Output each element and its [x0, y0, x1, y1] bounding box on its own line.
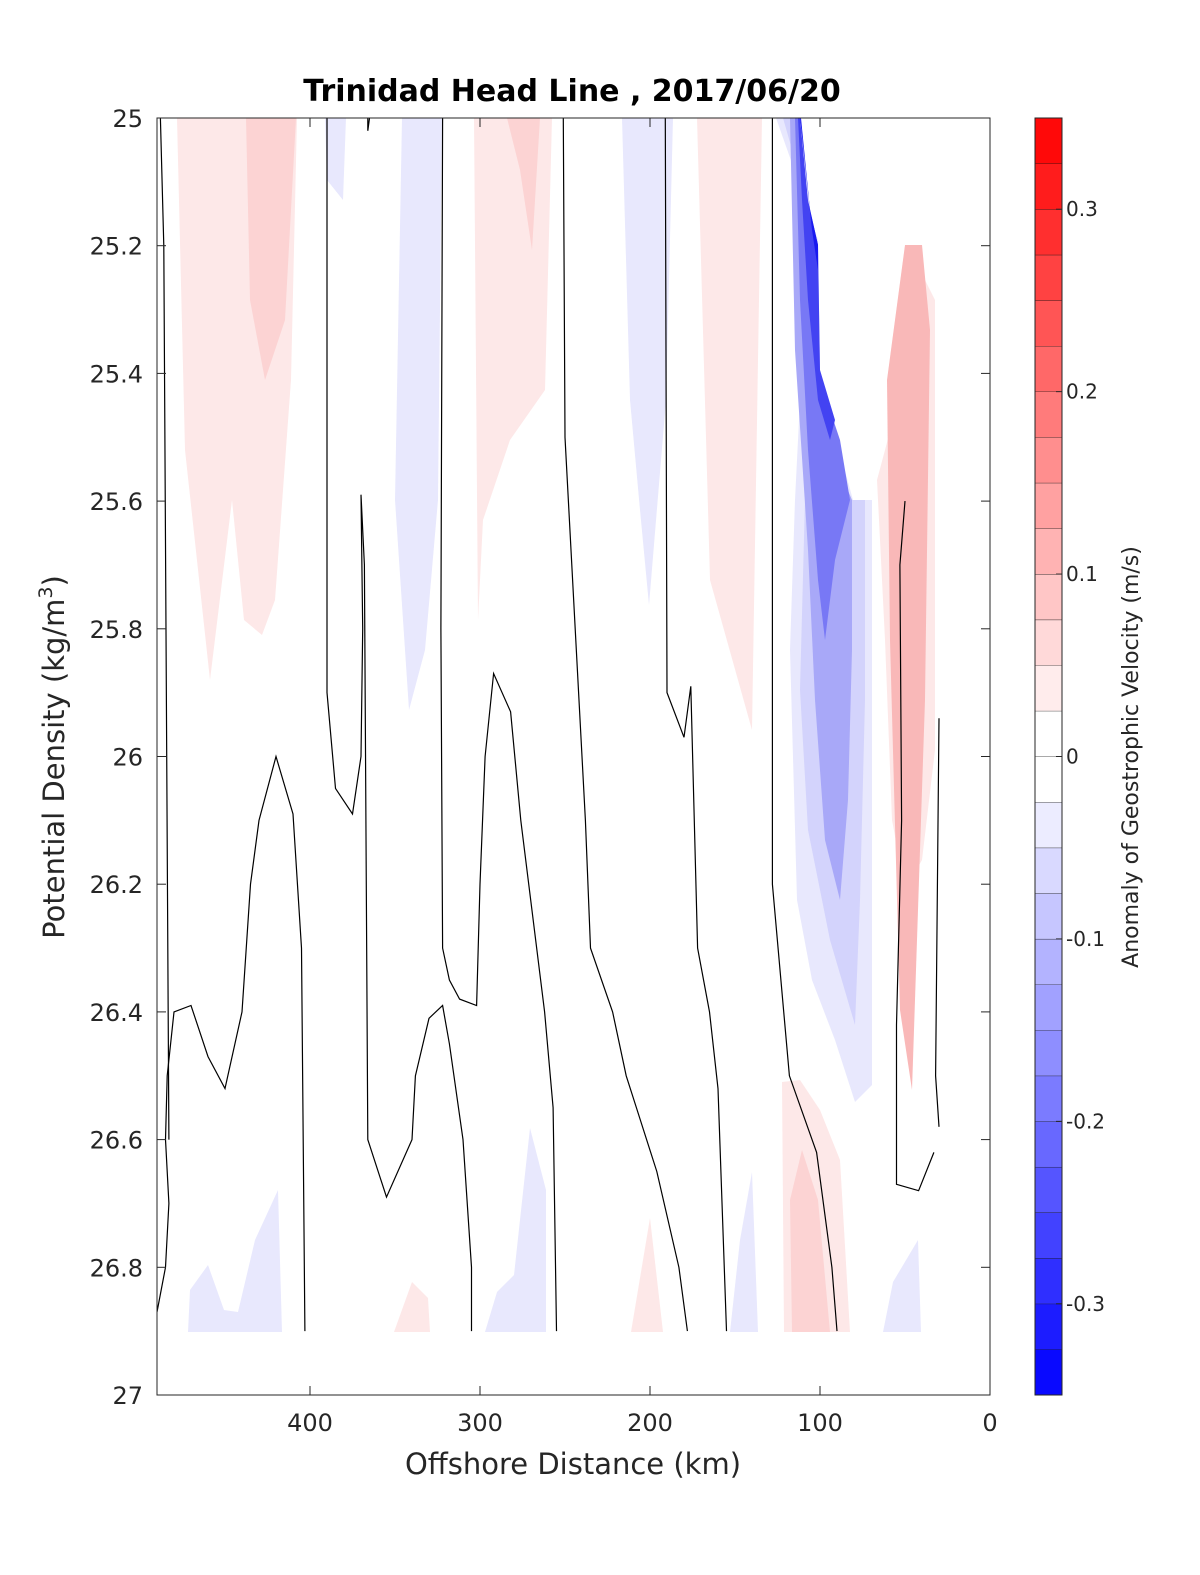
colorbar-segment	[1035, 118, 1062, 164]
colorbar-segment	[1035, 847, 1062, 894]
colorbar-segment	[1035, 1258, 1062, 1304]
negative-anomaly-patch	[485, 1128, 546, 1332]
colorbar-segment	[1035, 1121, 1062, 1167]
y-tick-label: 26.4	[90, 999, 143, 1027]
colorbar	[1035, 117, 1062, 1395]
colorbar-tick-label: -0.2	[1066, 1109, 1105, 1133]
colorbar-segment	[1035, 1166, 1062, 1213]
y-axis-ticks: 25 25.2 25.4 25.6 25.8 26 26.2 26.4 26.6 26.8 27	[90, 105, 990, 1410]
y-axis-label: Potential Density (kg/m3)	[35, 575, 71, 939]
negative-anomaly-patch	[395, 118, 442, 710]
positive-anomaly-patch	[887, 245, 930, 1090]
colorbar-segment	[1035, 574, 1062, 620]
colorbar-segment	[1035, 1030, 1062, 1076]
positive-anomaly-patch	[474, 118, 552, 620]
positive-anomaly-patch	[394, 1282, 430, 1332]
y-tick-label: 26.8	[90, 1254, 143, 1282]
colorbar-segment	[1035, 300, 1062, 347]
x-axis-ticks: 400 300 200 100 0	[287, 118, 998, 1437]
colorbar-label: Anomaly of Geostrophic Velocity (m/s)	[1119, 546, 1144, 968]
colorbar-segment	[1035, 756, 1062, 803]
positive-anomaly-patch	[631, 1218, 663, 1332]
velocity-anomaly-field	[177, 118, 935, 1332]
x-tick-label: 400	[287, 1409, 333, 1437]
colorbar-segment	[1035, 1212, 1062, 1259]
zero-contour-line	[440, 118, 558, 1332]
colorbar-tick-label: -0.3	[1066, 1292, 1105, 1316]
zero-contour-line	[326, 118, 473, 1332]
colorbar-segment	[1035, 619, 1062, 666]
y-axis-label-close: )	[37, 575, 71, 586]
colorbar-segment	[1035, 346, 1062, 392]
zero-contour-line	[664, 118, 728, 1332]
negative-anomaly-patch	[730, 1172, 758, 1332]
zero-contour-line	[367, 118, 371, 131]
colorbar-segment	[1035, 437, 1062, 483]
y-tick-label: 25.4	[90, 360, 143, 388]
colorbar-segment	[1035, 209, 1062, 255]
colorbar-tick-label: 0.3	[1066, 197, 1098, 221]
colorbar-segment	[1035, 1075, 1062, 1122]
zero-contour-line	[895, 501, 935, 1192]
colorbar-segment	[1035, 163, 1062, 210]
colorbar-segment	[1035, 1303, 1062, 1350]
positive-anomaly-patch	[246, 118, 296, 380]
colorbar-segment	[1035, 893, 1062, 939]
negative-anomaly-patch	[325, 118, 346, 200]
zero-contour-line	[562, 118, 688, 1332]
zero-contour-line	[771, 118, 838, 1332]
colorbar-segment	[1035, 391, 1062, 438]
y-tick-label: 25.8	[90, 616, 143, 644]
x-tick-label: 100	[797, 1409, 843, 1437]
colorbar-segment	[1035, 665, 1062, 711]
y-axis-label-main: Potential Density (kg/m	[37, 599, 71, 939]
x-tick-label: 200	[627, 1409, 673, 1437]
chart-title: Trinidad Head Line , 2017/06/20	[303, 74, 840, 109]
zero-contour-lines	[157, 118, 940, 1332]
y-tick-label: 25.2	[90, 233, 143, 261]
colorbar-segment	[1035, 528, 1062, 575]
x-axis-label: Offshore Distance (km)	[405, 1447, 741, 1481]
colorbar-tick-label: 0	[1066, 745, 1079, 769]
negative-anomaly-patch	[622, 118, 673, 605]
y-tick-label: 26.2	[90, 871, 143, 899]
zero-contour-line	[157, 754, 306, 1332]
x-tick-label: 0	[982, 1409, 997, 1437]
x-tick-label: 300	[457, 1409, 503, 1437]
colorbar-segment	[1035, 938, 1062, 985]
positive-anomaly-patch	[697, 118, 762, 730]
negative-anomaly-patch	[883, 1240, 921, 1332]
y-tick-label: 26	[112, 744, 143, 772]
colorbar-segment	[1035, 254, 1062, 301]
colorbar-tick-label: 0.1	[1066, 562, 1098, 586]
y-tick-label: 27	[112, 1382, 143, 1410]
negative-anomaly-patch	[188, 1190, 282, 1332]
negative-anomaly-patch	[800, 118, 818, 270]
y-tick-label: 26.6	[90, 1127, 143, 1155]
y-axis-label-superscript: 3	[35, 586, 57, 598]
y-tick-label: 25.6	[90, 488, 143, 516]
colorbar-segment	[1035, 710, 1062, 757]
positive-anomaly-patch	[507, 118, 540, 250]
colorbar-ticks: 0.3 0.2 0.1 0 -0.1 -0.2 -0.3	[1056, 197, 1105, 1316]
colorbar-tick-label: -0.1	[1066, 927, 1105, 951]
negative-anomaly-patch	[798, 118, 835, 440]
zero-contour-line	[934, 718, 940, 1127]
colorbar-segment	[1035, 802, 1062, 848]
y-tick-label: 25	[112, 105, 143, 133]
positive-anomaly-patch	[790, 1150, 830, 1332]
colorbar-tick-label: 0.2	[1066, 380, 1098, 404]
colorbar-segment	[1035, 1349, 1062, 1395]
colorbar-segment	[1035, 482, 1062, 529]
colorbar-segment	[1035, 984, 1062, 1031]
